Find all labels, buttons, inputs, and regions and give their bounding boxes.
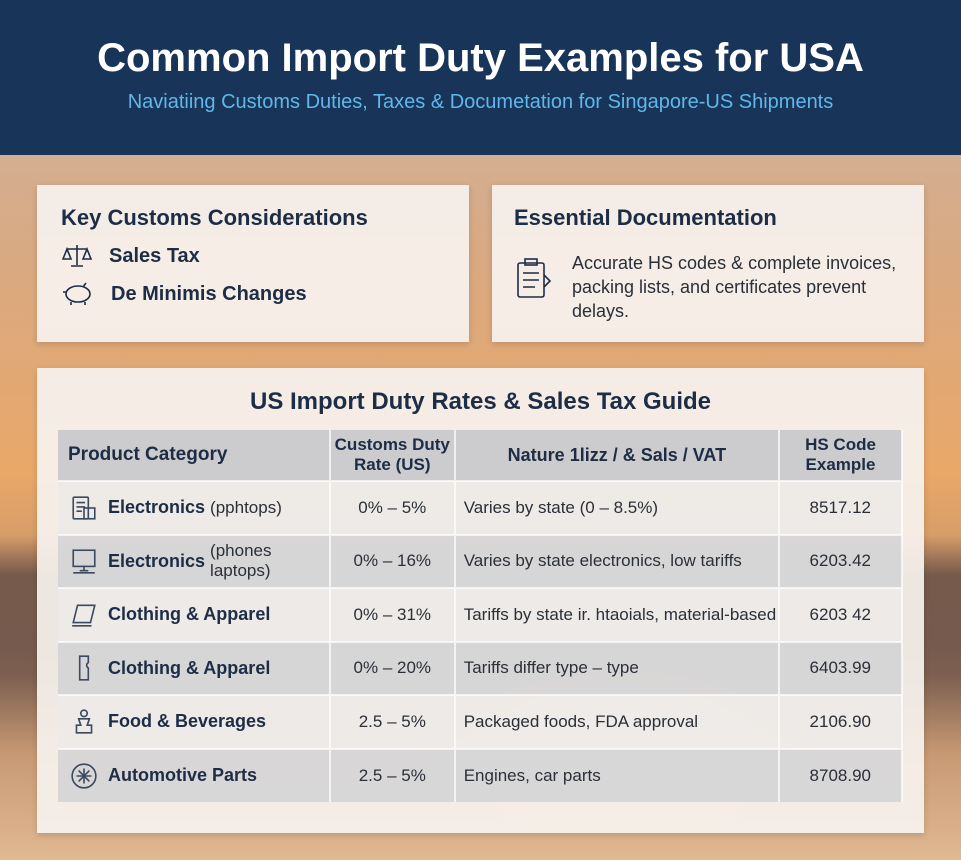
- piggy-bank-icon: [63, 282, 91, 305]
- table-row: Clothing & Apparel 0% – 31% Tariffs by s…: [58, 587, 903, 642]
- hs-code: 6403.99: [779, 640, 903, 695]
- clipboard-icon: [517, 258, 552, 298]
- consideration-item: Sales Tax: [61, 243, 445, 269]
- computer-icon: [72, 549, 96, 574]
- hs-code: 2106.90: [779, 694, 903, 749]
- scale-icon: [61, 245, 93, 267]
- documentation-title: Essential Documentation: [514, 205, 777, 230]
- duty-table: Product Category Customs Duty Rate (US) …: [58, 430, 903, 802]
- considerations-title: Key Customs Considerations: [61, 205, 368, 230]
- duty-rate: 0% – 20%: [329, 640, 456, 695]
- header: Common Import Duty Examples for USA Navi…: [0, 0, 961, 155]
- table-header-row: Product Category Customs Duty Rate (US) …: [58, 430, 903, 481]
- category-note: (phones laptops): [210, 541, 272, 581]
- food-icon: [75, 709, 93, 734]
- phone-icon: [78, 655, 90, 681]
- category-name: Automotive Parts: [108, 765, 258, 786]
- tax-note: Tariffs differ type – type: [454, 640, 781, 695]
- page-subtitle: Naviatiing Customs Duties, Taxes & Docum…: [127, 91, 834, 113]
- duty-table-card: US Import Duty Rates & Sales Tax Guide P…: [37, 368, 924, 833]
- tax-note: Varies by state (0 – 8.5%): [454, 480, 781, 535]
- duty-rate: 0% – 31%: [329, 587, 456, 642]
- gear-icon: [71, 763, 97, 789]
- duty-rate: 0% – 5%: [329, 480, 456, 535]
- category-name: Clothing & Apparel: [108, 604, 271, 625]
- table-row: Electronics (phones laptops) 0% – 16% Var…: [58, 533, 903, 588]
- hs-code: 8708.90: [779, 747, 903, 802]
- tax-note: Varies by state electronics, low tariffs: [454, 533, 781, 588]
- duty-rate: 2.5 – 5%: [329, 694, 456, 749]
- considerations-card: Key Customs Considerations Sales Tax De …: [37, 185, 469, 342]
- table-row: Clothing & Apparel 0% – 20% Tariffs diff…: [58, 640, 903, 695]
- consideration-item: De Minimis Changes: [61, 281, 445, 307]
- hs-code: 6203.42: [779, 533, 903, 588]
- category-name: Food & Beverages: [108, 711, 267, 732]
- documentation-text: Accurate HS codes & complete invoices, p…: [572, 253, 897, 321]
- table-row: Electronics (pphtops) 0% – 5% Varies by s…: [58, 480, 903, 535]
- table-row: Food & Beverages 2.5 – 5% Packaged foods…: [58, 694, 903, 749]
- hs-code: 6203 42: [779, 587, 903, 642]
- duty-rate: 0% – 16%: [329, 533, 456, 588]
- laptop-icon: [72, 604, 96, 627]
- hs-code: 8517.12: [779, 480, 903, 535]
- category-name: Electronics: [108, 497, 206, 518]
- table-row: Automotive Parts 2.5 – 5% Engines, car p…: [58, 747, 903, 802]
- tax-note: Packaged foods, FDA approval: [454, 694, 781, 749]
- documentation-card: Essential Documentation Accurate HS code…: [492, 185, 924, 342]
- tax-note: Tariffs by state ir. htaoials, material-…: [454, 587, 781, 642]
- tax-note: Engines, car parts: [454, 747, 781, 802]
- table-title: US Import Duty Rates & Sales Tax Guide: [249, 388, 711, 415]
- page-title: Common Import Duty Examples for USA: [97, 36, 864, 80]
- category-name: Clothing & Apparel: [108, 657, 271, 678]
- document-icon: [72, 496, 96, 520]
- category-name: Electronics: [108, 550, 206, 571]
- duty-rate: 2.5 – 5%: [329, 747, 456, 802]
- category-note: (pphtops): [210, 497, 282, 517]
